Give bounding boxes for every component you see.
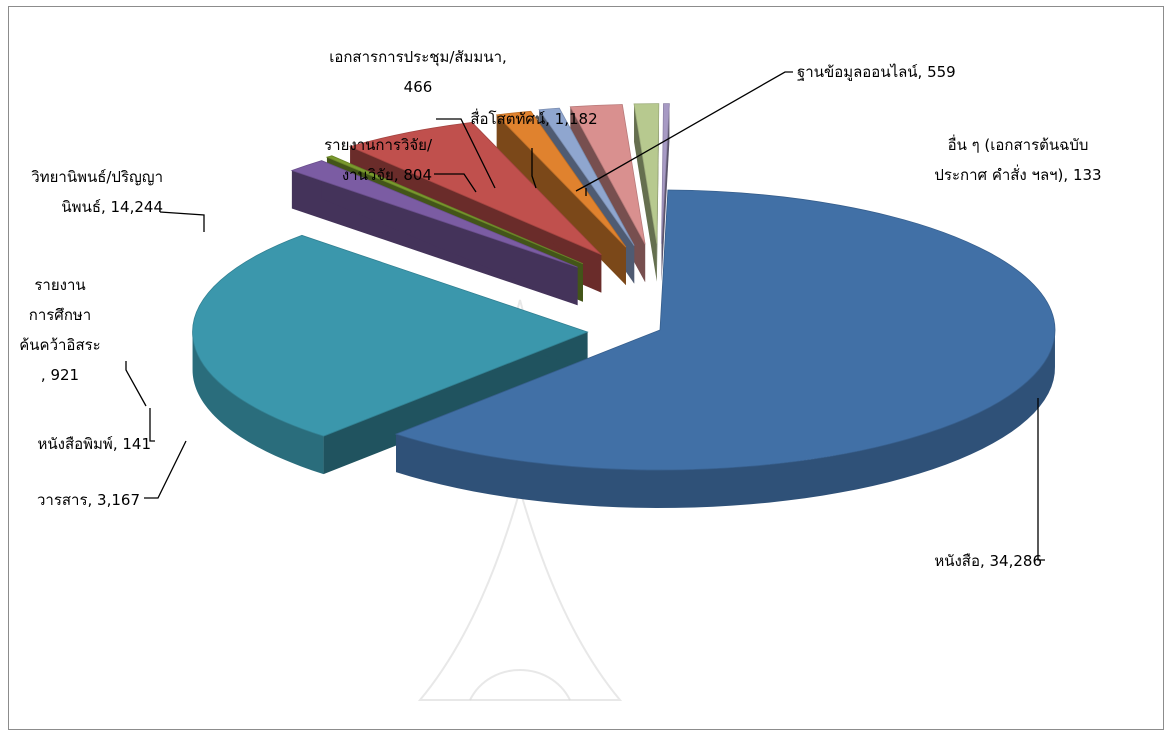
- leader-lines: [125, 71, 1045, 561]
- leader-line-journals: [144, 440, 187, 499]
- data-label-line: รายงาน: [34, 276, 85, 294]
- pie-slice-others: [661, 103, 670, 282]
- pie-slice-independent-study: [290, 160, 578, 306]
- pie-slice-top: [633, 103, 660, 244]
- pie-slice-top: [290, 160, 578, 268]
- data-labels: หนังสือ, 34,286 วิทยานิพนธ์/ปริญญานิพนธ์…: [19, 48, 1101, 570]
- data-label-line: วิทยานิพนธ์/ปริญญา: [31, 168, 163, 186]
- leader-line-audiovisual: [531, 148, 537, 189]
- data-label-line: หนังสือพิมพ์, 141: [38, 435, 151, 453]
- leader-line-research: [434, 173, 477, 193]
- data-label-others: อื่น ๆ (เอกสารต้นฉบับประกาศ คำสั่ง ฯลฯ),…: [934, 134, 1101, 184]
- pie-slice-wall: [496, 114, 626, 286]
- leader-line-independent-study: [125, 361, 147, 407]
- leader-line-newspapers: [149, 408, 155, 442]
- leader-line-conference: [436, 118, 496, 189]
- data-label-online-db: ฐานข้อมูลออนไลน์, 559: [797, 63, 956, 81]
- pie-slice-top: [192, 234, 589, 437]
- pie-slice-theses: [192, 234, 589, 475]
- data-label-line: , 921: [41, 366, 79, 384]
- data-label-newspapers: หนังสือพิมพ์, 141: [38, 435, 151, 453]
- pie-slice-wall: [634, 103, 657, 282]
- pie-slice-edge: [396, 328, 1055, 508]
- pie-slice-top: [538, 107, 635, 246]
- data-label-conference: เอกสารการประชุม/สัมมนา, 466: [329, 48, 507, 96]
- data-label-journals: วารสาร, 3,167: [37, 491, 140, 509]
- data-label-line: การศึกษา: [29, 306, 91, 324]
- pie-slice-wall: [661, 103, 670, 282]
- data-label-line: นิพนธ์, 14,244: [61, 198, 163, 216]
- data-label-audiovisual: สื่อโสตทัศน์, 1,182: [470, 108, 597, 128]
- leader-line-books: [1037, 398, 1045, 561]
- data-label-line: สื่อโสตทัศน์, 1,182: [470, 108, 597, 128]
- pie-slice-top: [569, 104, 646, 245]
- data-label-research: รายงานการวิจัย/งานวิจัย, 804: [324, 136, 433, 184]
- data-label-books: หนังสือ, 34,286: [934, 552, 1042, 570]
- data-label-line: รายงานการวิจัย/: [324, 136, 433, 154]
- data-label-theses: วิทยานิพนธ์/ปริญญานิพนธ์, 14,244: [31, 168, 163, 216]
- pie-slice-top: [394, 189, 1056, 471]
- pie-slices: [192, 103, 1056, 508]
- data-label-line: วารสาร, 3,167: [37, 491, 140, 509]
- pie-slice-top: [325, 155, 584, 265]
- pie-slice-online-db: [633, 103, 660, 282]
- leader-line-online-db: [575, 71, 793, 192]
- pie-slice-edge: [192, 331, 324, 475]
- data-label-independent-study: รายงานการศึกษาค้นคว้าอิสระ , 921: [19, 276, 100, 384]
- data-label-line: เอกสารการประชุม/สัมมนา,: [329, 48, 507, 67]
- pie-slice-wall: [323, 332, 588, 475]
- data-label-line: ฐานข้อมูลออนไลน์, 559: [797, 63, 956, 81]
- data-label-line: หนังสือ, 34,286: [934, 552, 1042, 570]
- data-label-line: งานวิจัย, 804: [342, 166, 432, 184]
- pie-slice-top: [348, 121, 602, 256]
- pie-slice-research: [495, 110, 627, 286]
- data-label-line: อื่น ๆ (เอกสารต้นฉบับ: [948, 134, 1089, 154]
- pie-slice-books: [394, 189, 1056, 508]
- pie-slice-top: [661, 103, 670, 244]
- data-label-line: 466: [404, 78, 433, 96]
- data-label-line: ค้นคว้าอิสระ: [19, 336, 100, 354]
- leader-line-theses: [159, 211, 205, 232]
- data-label-line: ประกาศ คำสั่ง ฯลฯ), 133: [934, 164, 1101, 184]
- pie-slice-top: [495, 110, 627, 248]
